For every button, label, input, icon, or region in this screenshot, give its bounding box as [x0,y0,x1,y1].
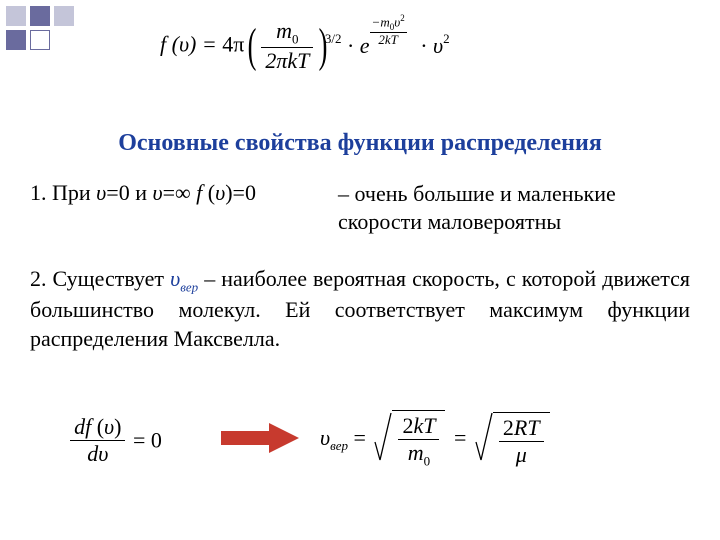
sqrt-2: 2RTμ [475,412,550,468]
paren-close-icon: ) [318,22,327,70]
paren-open-icon: ( [247,22,256,70]
derivative-eq-zero: df (υ) dυ = 0 [30,414,200,467]
sqrt-icon [374,412,392,468]
p1-explain-l1: – очень большие и маленькие [338,181,616,206]
property-2: 2. Существует υвер – наиболее вероятная … [30,265,690,353]
sqrt-1: 2kTm0 [374,410,445,469]
p1-prefix: 1. При [30,180,96,205]
deriv-eq0: = 0 [127,427,161,452]
most-probable-velocity-formula: υвер = 2kTm0 = 2RTμ [320,410,690,469]
p2-prefix: 2. Существует [30,266,170,291]
deco-square [6,6,26,26]
deco-square [54,6,74,26]
property-1-explanation: – очень большие и маленькие скорости мал… [330,180,690,235]
p1-explain-l2: скорости маловероятны [338,209,561,234]
dot-icon: · [347,33,354,58]
main-formula: f (υ) = 4π ( m0 2πkT )3/2 · e −m0υ2 2kT … [160,18,450,74]
deco-square [30,30,50,50]
deco-square [6,30,26,50]
r2-num-2: 2 [503,415,514,440]
frac-num: m [276,18,292,43]
deriv-close: ) [114,414,121,439]
p1-v: υ [96,180,106,205]
formula-lhs: f (υ) = [160,31,217,56]
dot-icon: · [420,33,427,58]
exp-minus: − [372,14,381,29]
arrow-right-icon [221,423,299,453]
p1-v3: υ [215,180,225,205]
exp-num-sup: 2 [400,13,405,23]
deco-square [30,6,50,26]
r2-den: μ [499,441,544,468]
property-1-row: 1. При υ=0 и υ=∞ f (υ)=0 – очень большие… [30,180,690,235]
p1-eq0: =0 и [106,180,152,205]
exp-num-a: m [380,14,389,29]
formula-exponent: −m0υ2 2kT [368,14,409,46]
frac-den: 2πkT [261,47,313,74]
slide: f (υ) = 4π ( m0 2πkT )3/2 · e −m0υ2 2kT … [0,0,720,540]
r1-den-m: m [408,440,424,465]
deriv-den: dυ [70,440,125,467]
sqrt-icon [475,412,493,468]
vvep-lhs-v: υ [320,425,330,450]
bottom-row: df (υ) dυ = 0 υвер = 2kTm0 = 2RTμ [30,400,690,480]
frac-num-sub: 0 [292,31,299,46]
section-heading: Основные свойства функции распределения [0,130,720,157]
property-1-condition: 1. При υ=0 и υ=∞ f (υ)=0 [30,180,330,235]
deriv-num-a: df [74,414,97,439]
r1-num-2: 2 [402,413,413,438]
r1-num-kT: kT [413,413,435,438]
p1-close: )=0 [225,180,256,205]
deriv-open: ( [97,414,104,439]
vvep-lhs-sub: вер [330,438,348,453]
formula-fraction: m0 2πkT [261,18,313,74]
r1-den-sub: 0 [424,454,431,469]
p2-vver: υ [170,266,180,291]
p2-vver-sub: вер [180,279,198,294]
p1-eqinf: =∞ [163,180,197,205]
r2-num-RT: RT [514,415,540,440]
p1-f: f [196,180,208,205]
deriv-v: υ [104,414,114,439]
vvep-eq2: = [454,425,472,450]
p1-v2: υ [152,180,162,205]
arrow-container [200,423,320,458]
formula-4pi: 4π [222,31,244,56]
exp-den: 2kT [370,32,407,46]
vvep-eq1: = [348,425,371,450]
formula-tail-v: υ [433,33,443,58]
formula-tail-sup: 2 [443,31,450,46]
